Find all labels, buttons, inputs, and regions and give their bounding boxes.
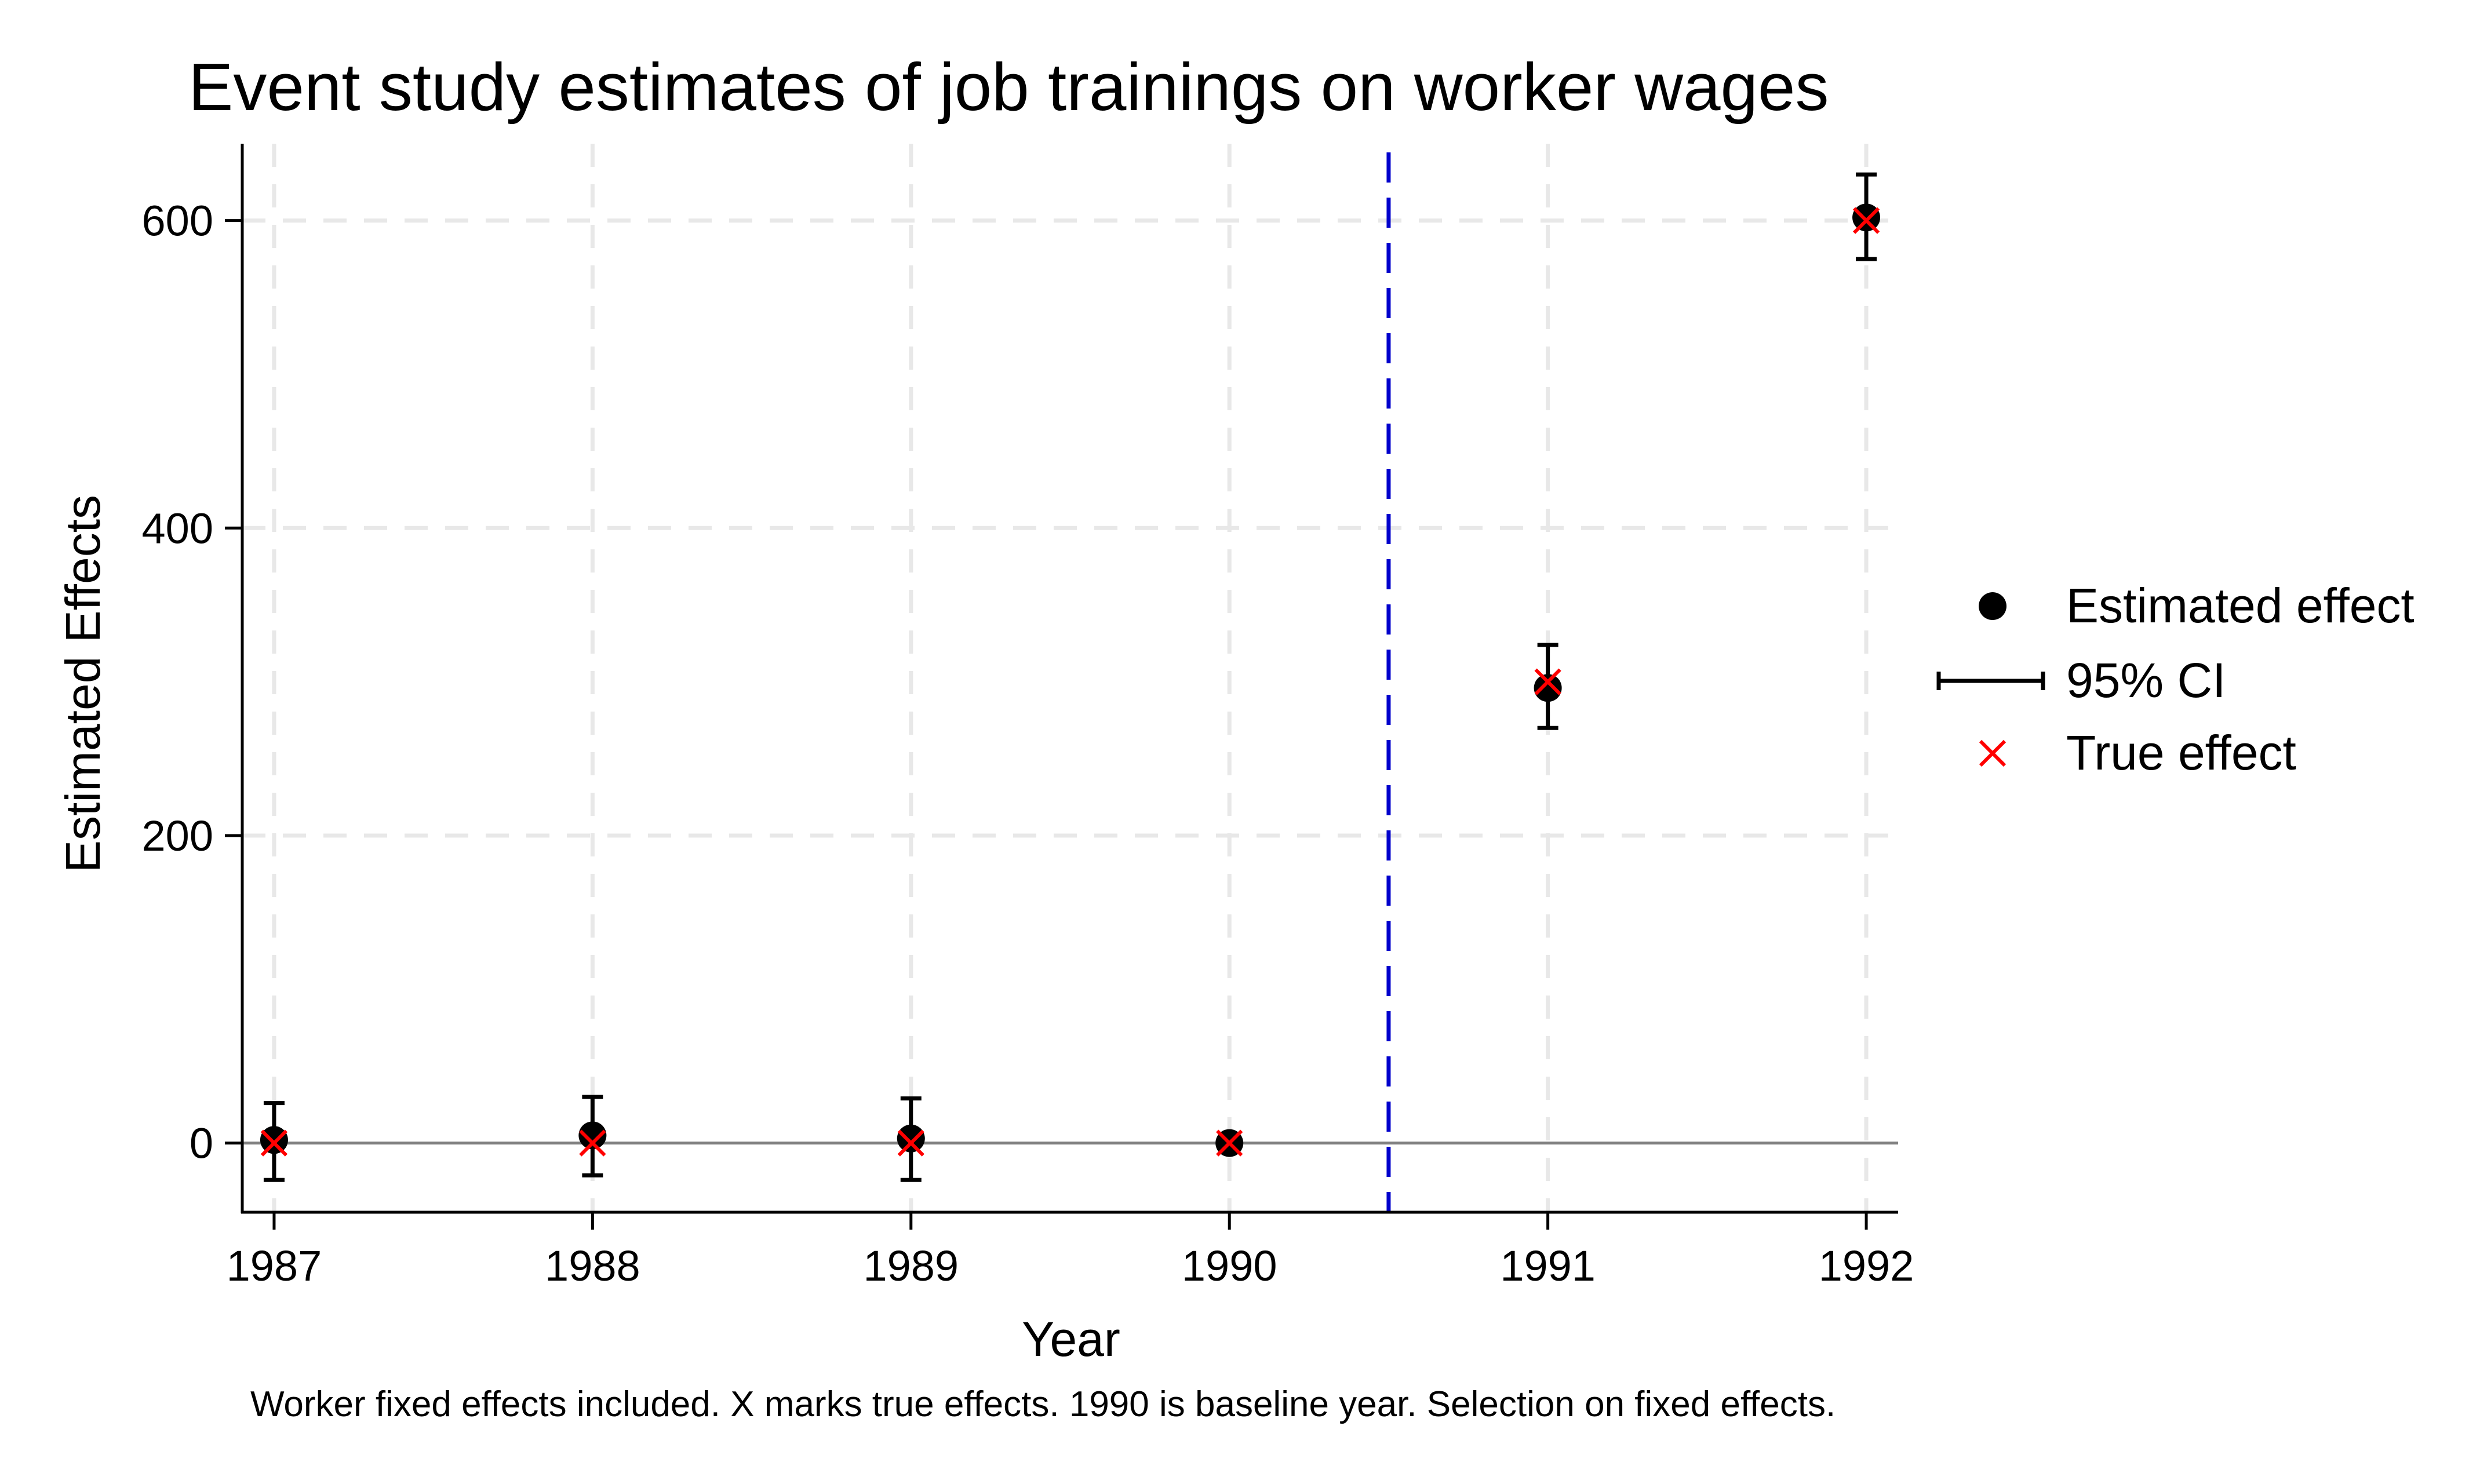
- legend-label: 95% CI: [2066, 653, 2226, 708]
- axes: 0 200 400 600 1987 1988 1989 1990 1991 1992: [142, 144, 1914, 1290]
- true-effect-marker: [1534, 668, 1561, 695]
- y-axis-label: Estimated Effects: [56, 495, 110, 873]
- x-tick-label: 1988: [545, 1242, 640, 1290]
- true-effect-marker: [1216, 1129, 1243, 1157]
- legend-point-symbol: [1979, 592, 2006, 620]
- x-tick-label: 1992: [1819, 1242, 1914, 1290]
- estimated-effect-point: [897, 1124, 925, 1153]
- x-tick-label: 1987: [227, 1242, 322, 1290]
- true-effect-stroke: [260, 1129, 288, 1157]
- estimated-effect-point: [578, 1121, 607, 1150]
- legend: Estimated effect 95% CI True effect: [1936, 578, 2415, 780]
- chart-title: Event study estimates of job trainings o…: [188, 49, 1829, 125]
- legend-label: True effect: [2066, 725, 2296, 780]
- legend-entry-ci: 95% CI: [1936, 653, 2226, 708]
- y-tick-label: 400: [142, 504, 213, 552]
- true-effect-marker: [897, 1129, 924, 1157]
- legend-entry-estimated: Estimated effect: [1979, 578, 2415, 633]
- legend-x-stroke: [1979, 739, 2006, 767]
- x-tick-label: 1990: [1182, 1242, 1277, 1290]
- reference-lines: [242, 152, 1898, 1212]
- y-tick-label: 0: [190, 1120, 213, 1168]
- true-effect-stroke: [1852, 207, 1880, 234]
- estimated-effect-point: [1534, 674, 1562, 702]
- true-effect-stroke: [1534, 668, 1561, 695]
- true-effect-stroke: [897, 1129, 924, 1157]
- true-effect-marker: [579, 1129, 606, 1157]
- data-marks: [260, 172, 1881, 1182]
- x-axis-label: Year: [1022, 1312, 1120, 1366]
- true-effect-stroke: [579, 1129, 606, 1157]
- y-tick-label: 600: [142, 197, 213, 245]
- x-tick-label: 1989: [863, 1242, 959, 1290]
- grid-layer: [242, 144, 1898, 1212]
- true-effect-marker: [260, 1129, 288, 1157]
- true-effect-stroke: [1216, 1129, 1243, 1157]
- estimated-effect-point: [260, 1126, 288, 1154]
- chart-note: Worker fixed effects included. X marks t…: [250, 1384, 1836, 1424]
- y-tick-label: 200: [142, 812, 213, 860]
- estimated-effect-point: [1852, 203, 1881, 232]
- legend-label: Estimated effect: [2066, 578, 2415, 633]
- x-tick-label: 1991: [1500, 1242, 1596, 1290]
- true-effect-marker: [1852, 207, 1880, 234]
- legend-entry-true: True effect: [1979, 725, 2296, 780]
